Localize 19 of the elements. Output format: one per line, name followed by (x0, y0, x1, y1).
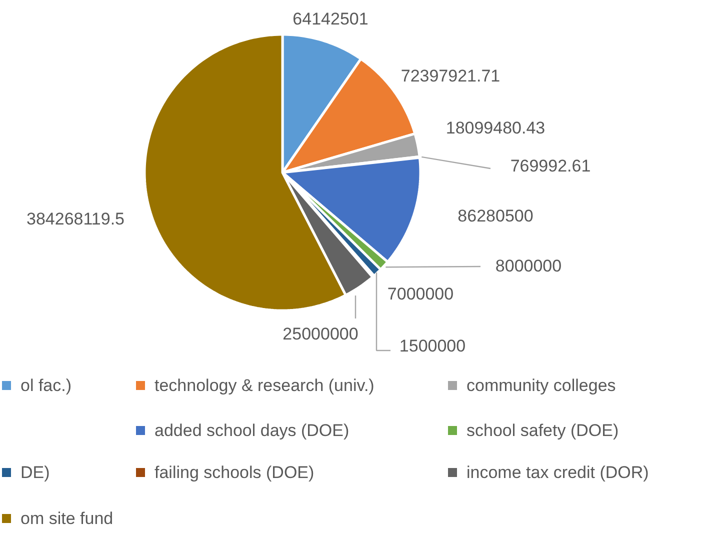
data-label: 8000000 (495, 256, 562, 276)
legend-label: failing schools (DOE) (154, 463, 314, 482)
data-label: 769992.61 (510, 156, 591, 176)
data-label: 64142501 (292, 10, 368, 28)
legend-label: income tax credit (DOR) (466, 463, 649, 482)
data-label: 1500000 (399, 336, 466, 356)
data-label: 86280500 (458, 206, 534, 226)
legend-label: added school days (DOE) (154, 421, 350, 440)
data-label: 25000000 (282, 324, 358, 344)
data-label: 72397921.71 (400, 66, 500, 86)
data-label: 18099480.43 (446, 118, 546, 138)
data-label: 7000000 (387, 284, 454, 304)
legend-label: community colleges (466, 376, 616, 395)
data-label: 384268119.5 (26, 210, 125, 228)
legend-label: om site fund (20, 509, 114, 528)
legend-label: school safety (DOE) (466, 421, 619, 440)
legend-label: DE) (20, 463, 50, 482)
legend-label: ol fac.) (20, 376, 72, 395)
legend-label: technology & research (univ.) (154, 376, 374, 395)
